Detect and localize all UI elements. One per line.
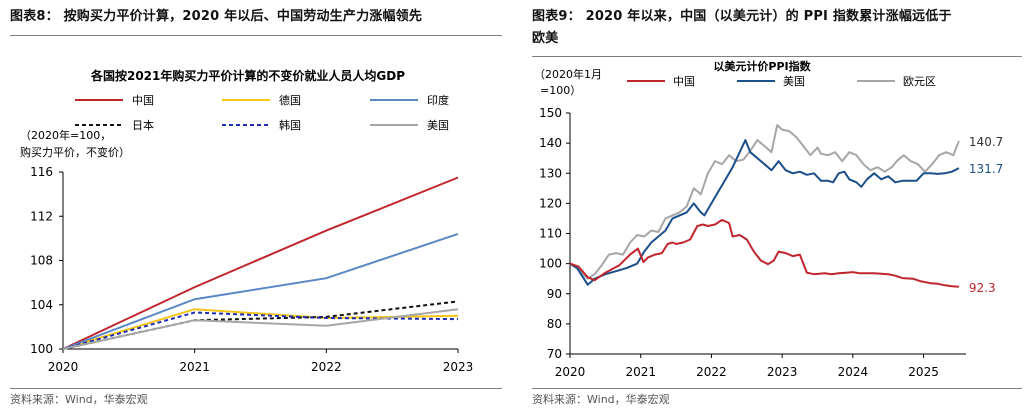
right-series-line [569,218,959,288]
right-axes: 70 80 90 100 110 120 130 140 150 2020 2021 2022 2023… [539,106,966,379]
left-source-rule [10,388,502,389]
right-series: 92.3 131.7 140.7 [569,124,1003,295]
left-legend-label: 美国 [427,119,449,132]
right-unit-note-line1: （2020年1月 [534,67,602,81]
left-series [62,176,459,350]
left-series-line [62,232,459,350]
left-panel: 图表8： 按购买力平价计算，2020 年以后、中国劳动生产力涨幅领先 各国按20… [0,0,510,414]
left-series-line [62,308,459,350]
left-x-tick-label: 2020 [48,360,79,374]
left-series-line [62,176,459,350]
right-end-label: 131.7 [969,162,1003,176]
right-y-tick-label: 90 [547,287,562,301]
right-y-tick-label: 80 [547,317,562,331]
right-y-tick-label: 110 [539,227,562,241]
right-end-label: 92.3 [969,281,996,295]
right-legend: 中国 美国 欧元区 [627,75,936,88]
left-x-tick-label: 2023 [443,360,474,374]
right-series-line [569,124,960,280]
right-x-tick-label: 2025 [908,365,939,379]
right-legend-label: 美国 [783,75,805,88]
right-end-label: 140.7 [969,135,1003,149]
left-y-tick-label: 116 [30,165,53,179]
right-y-tick-label: 150 [539,106,562,120]
right-y-tick-label: 100 [539,257,562,271]
left-legend-label: 德国 [279,93,301,107]
right-title-rule [532,56,1022,57]
right-y-tick-label: 130 [539,166,562,180]
right-source: 资料来源：Wind，华泰宏观 [532,393,670,406]
left-chart-title: 各国按2021年购买力平价计算的不变价就业人员人均GDP [90,68,405,83]
left-axes: 100 104 108 112 116 2020 2021 2022 2023 [30,165,473,374]
left-legend-label: 印度 [427,93,449,107]
right-chart-title: 以美元计价PPI指数 [713,59,811,73]
right-legend-label: 欧元区 [903,75,936,88]
right-unit-note-line2: =100） [540,84,581,97]
left-y-tick-label: 108 [30,254,53,268]
right-figure-title-line2: 欧美 [532,31,559,46]
right-x-tick-label: 2024 [838,365,869,379]
left-legend-label: 日本 [132,118,154,132]
left-figure-title: 图表8： 按购买力平价计算，2020 年以后、中国劳动生产力涨幅领先 [10,9,423,24]
left-legend-label: 中国 [132,94,154,107]
right-x-tick-label: 2021 [625,365,656,379]
right-y-tick-label: 120 [539,196,562,210]
right-x-tick-label: 2020 [555,365,586,379]
left-source: 资料来源：Wind，华泰宏观 [10,393,148,406]
right-legend-label: 中国 [673,75,695,88]
left-x-tick-label: 2022 [311,360,342,374]
left-series-line [62,308,459,350]
right-x-tick-label: 2023 [767,365,798,379]
right-y-tick-label: 70 [547,347,562,361]
right-y-tick-label: 140 [539,136,562,150]
left-unit-note-line2: 购买力平价，不变价） [20,145,130,159]
right-series-line [569,139,960,286]
right-chart: 以美元计价PPI指数 （2020年1月 =100） 中国 美国 欧元区 70 80 90… [534,59,1003,379]
left-title-rule [10,35,502,36]
right-panel: 图表9： 2020 年以来，中国（以美元计）的 PPI 指数累计涨幅远低于 欧美… [522,0,1024,414]
right-x-tick-label: 2022 [696,365,727,379]
left-unit-note-line1: （2020年=100， [20,128,111,142]
left-y-tick-label: 112 [30,209,53,223]
left-legend-label: 韩国 [279,118,301,132]
right-source-rule [532,388,1022,389]
right-figure-title-line1: 图表9： 2020 年以来，中国（以美元计）的 PPI 指数累计涨幅远低于 [532,9,952,24]
left-x-tick-label: 2021 [179,360,210,374]
left-y-tick-label: 104 [30,298,53,312]
left-series-line [62,300,459,350]
right-figure-title: 图表9： 2020 年以来，中国（以美元计）的 PPI 指数累计涨幅远低于 欧美 [532,6,952,50]
left-y-tick-label: 100 [30,342,53,356]
